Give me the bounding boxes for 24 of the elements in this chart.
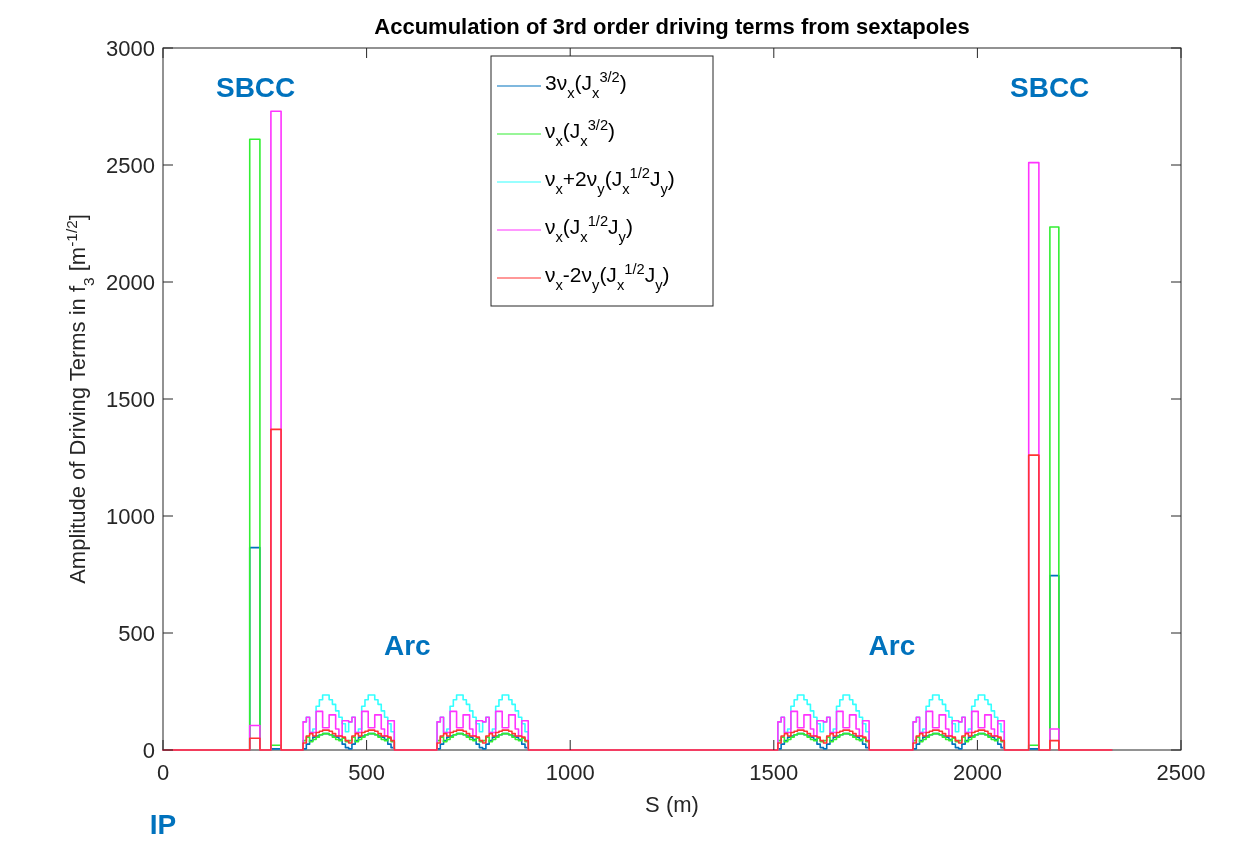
- text: IP: [149, 808, 177, 840]
- x-tick-label: 1000: [545, 760, 595, 785]
- y-tick-label: 1000: [106, 504, 155, 529]
- x-tick-label: 500: [348, 760, 385, 785]
- annotation: SBCC: [1010, 72, 1090, 104]
- x-tick-label: 1500: [749, 760, 799, 785]
- y-tick-label: 1500: [106, 387, 155, 412]
- text: ν$_{x}$-2ν$_{y}$(J$_{x}$$^{1/2}$J$_{y}$): [545, 261, 670, 293]
- text: ν$_{x}$+2ν$_{y}$(J$_{x}$$^{1/2}$J$_{y}$): [545, 165, 675, 197]
- x-tick-label: 2500: [1156, 760, 1206, 785]
- annotation: Arc: [383, 629, 431, 661]
- y-tick-label: 2500: [106, 153, 155, 178]
- chart-title: Accumulation of 3rd order driving terms from sextapoles: [374, 14, 970, 39]
- annotation: Arc: [868, 629, 916, 661]
- x-tick-label: 2000: [952, 760, 1002, 785]
- y-tick-label: 3000: [106, 36, 155, 61]
- y-tick-label: 0: [142, 738, 155, 763]
- y-tick-label: 500: [118, 621, 155, 646]
- legend-label: ν$_{x}$(J$_{x}$$^{3/2}$): [545, 117, 616, 149]
- x-axis-title: S (m): [645, 792, 699, 817]
- legend-label: ν$_{x}$(J$_{x}$$^{1/2}$J$_{y}$): [545, 213, 633, 245]
- y-tick-label: 2000: [106, 270, 155, 295]
- legend-label: 3ν$_{x}$(J$_{x}$$^{3/2}$): [545, 69, 627, 101]
- annotation: SBCC: [215, 72, 296, 104]
